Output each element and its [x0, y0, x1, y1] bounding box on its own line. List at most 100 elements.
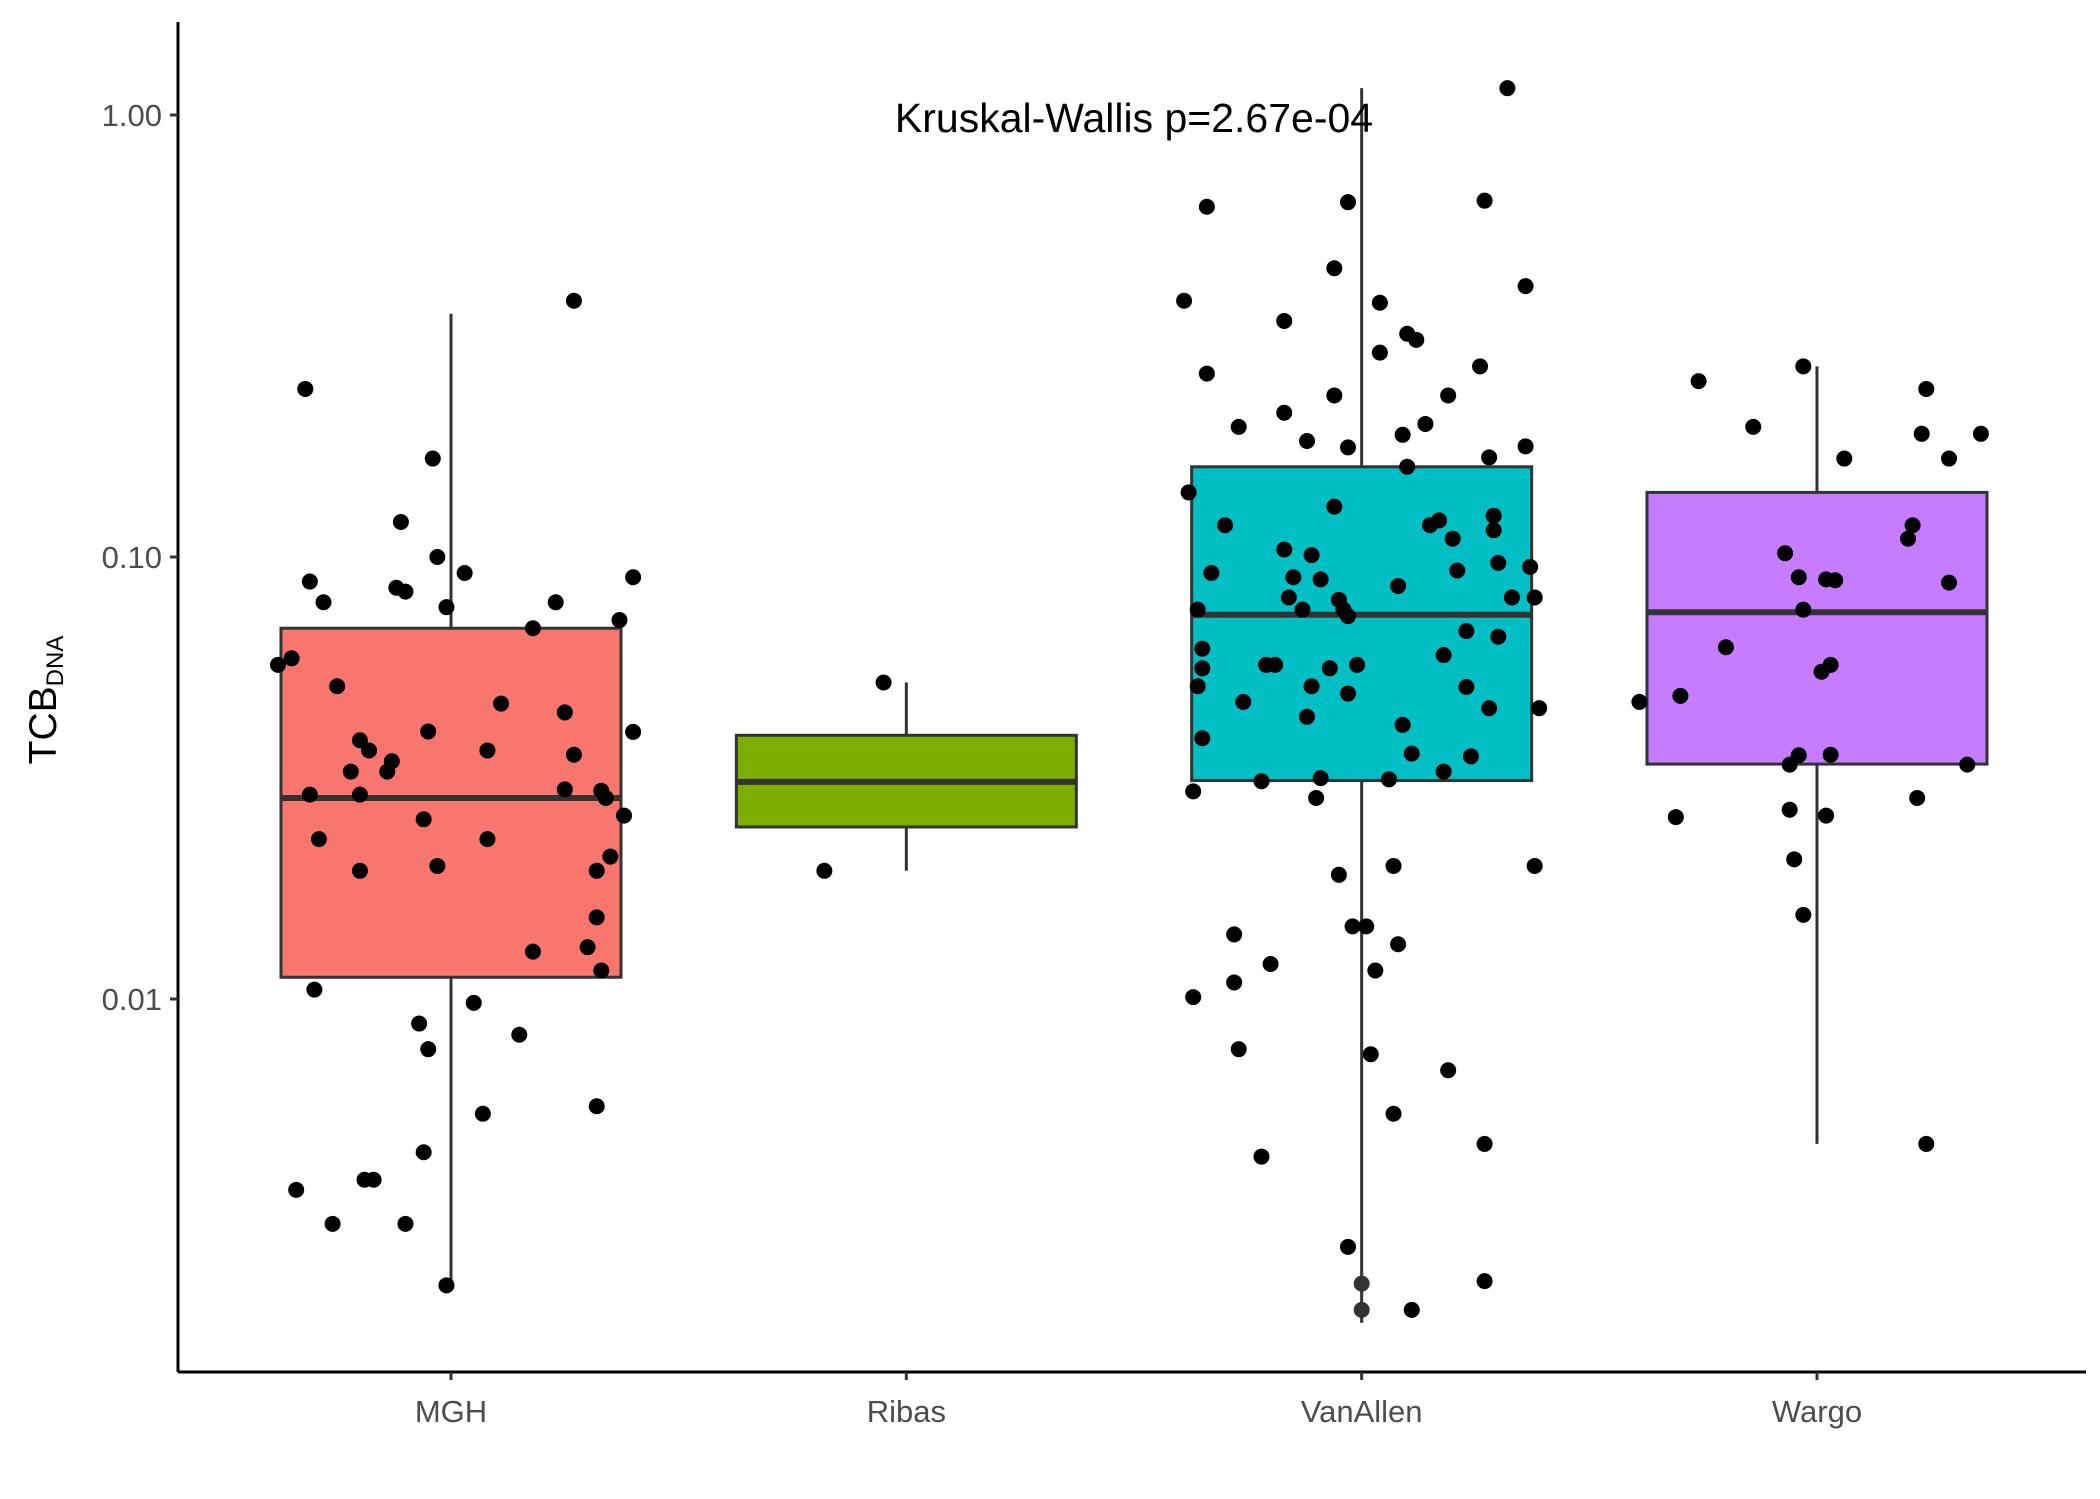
data-point-vanallen	[1481, 700, 1498, 717]
box-body-wargo	[1645, 490, 1989, 766]
data-point-mgh	[438, 599, 455, 616]
data-point-mgh	[479, 831, 496, 848]
y-axis-title-subscript: DNA	[42, 636, 69, 687]
data-point-vanallen	[1481, 449, 1498, 466]
data-point-vanallen	[1226, 926, 1243, 943]
y-axis-title: TCBDNA	[22, 636, 69, 765]
data-point-wargo	[1972, 425, 1989, 442]
data-point-mgh	[479, 742, 496, 759]
data-point-wargo	[1836, 450, 1853, 467]
data-point-vanallen	[1189, 601, 1206, 618]
data-point-vanallen	[1344, 918, 1361, 935]
data-point-mgh	[310, 831, 327, 848]
data-point-vanallen	[1476, 192, 1493, 209]
box-body-vanallen	[1190, 465, 1534, 783]
data-point-vanallen	[1367, 962, 1384, 979]
data-point-vanallen	[1267, 656, 1284, 673]
data-point-mgh	[474, 1105, 491, 1122]
data-point-vanallen	[1326, 260, 1343, 277]
data-point-vanallen	[1285, 569, 1302, 586]
x-axis-ticks: MGH Ribas VanAllen Wargo	[415, 1372, 1862, 1429]
data-point-vanallen	[1490, 628, 1507, 645]
data-point-vanallen	[1235, 693, 1252, 710]
data-point-vanallen	[1321, 660, 1338, 677]
data-point-vanallen	[1403, 745, 1420, 762]
data-point-vanallen	[1349, 656, 1366, 673]
data-point-wargo	[1900, 530, 1917, 547]
data-point-mgh	[556, 781, 573, 798]
data-point-vanallen	[1440, 387, 1457, 404]
data-point-vanallen	[1435, 763, 1452, 780]
data-point-vanallen	[1458, 623, 1475, 640]
data-point-mgh	[351, 862, 368, 879]
data-point-vanallen	[1440, 1062, 1457, 1079]
data-point-vanallen	[1485, 507, 1502, 524]
data-point-mgh	[524, 620, 541, 637]
data-point-mgh	[602, 848, 619, 865]
box-vanallen	[1190, 88, 1534, 1323]
data-point-vanallen	[1230, 1041, 1247, 1058]
data-point-vanallen	[1408, 331, 1425, 348]
data-point-mgh	[611, 612, 628, 629]
data-point-mgh	[383, 753, 400, 770]
data-point-wargo	[1745, 418, 1762, 435]
x-tick-label-vanallen: VanAllen	[1301, 1394, 1423, 1429]
data-point-mgh	[411, 1015, 428, 1032]
data-point-wargo	[1913, 425, 1930, 442]
data-point-mgh	[565, 292, 582, 309]
data-point-vanallen	[1403, 1301, 1420, 1318]
data-point-vanallen	[1371, 294, 1388, 311]
data-point-mgh	[456, 565, 473, 582]
data-point-vanallen	[1371, 344, 1388, 361]
data-point-vanallen	[1362, 1046, 1379, 1063]
data-point-vanallen	[1503, 589, 1520, 606]
data-point-vanallen	[1276, 404, 1293, 421]
data-point-vanallen	[1435, 647, 1452, 664]
data-point-wargo	[1822, 656, 1839, 673]
data-point-wargo	[1781, 801, 1798, 818]
data-point-vanallen	[1276, 541, 1293, 558]
data-point-vanallen	[1326, 498, 1343, 515]
data-point-vanallen	[1431, 512, 1448, 529]
data-point-vanallen	[1358, 918, 1375, 935]
data-point-vanallen	[1462, 748, 1479, 765]
data-point-mgh	[283, 650, 300, 667]
data-point-mgh	[301, 573, 318, 590]
data-point-wargo	[1795, 906, 1812, 923]
data-point-mgh	[269, 656, 286, 673]
data-point-vanallen	[1312, 571, 1329, 588]
data-point-wargo	[1631, 693, 1648, 710]
y-tick-label: 0.10	[102, 540, 162, 575]
box-wargo	[1645, 366, 1989, 1144]
data-point-vanallen	[1203, 565, 1220, 582]
data-point-mgh	[365, 1171, 382, 1188]
data-point-vanallen	[1217, 517, 1234, 534]
data-point-mgh	[297, 380, 314, 397]
data-point-vanallen	[1299, 432, 1316, 449]
data-point-ribas	[816, 862, 833, 879]
kruskal-wallis-annotation: Kruskal-Wallis p=2.67e-04	[895, 95, 1373, 141]
data-point-wargo	[1667, 809, 1684, 826]
data-point-vanallen	[1308, 789, 1325, 806]
data-point-mgh	[438, 1277, 455, 1294]
data-point-vanallen	[1449, 562, 1466, 579]
data-point-mgh	[306, 981, 323, 998]
data-point-vanallen	[1340, 439, 1357, 456]
y-axis-title-main: TCB	[22, 686, 65, 764]
data-point-mgh	[324, 1215, 341, 1232]
data-point-mgh	[547, 594, 564, 611]
data-point-vanallen	[1385, 857, 1402, 874]
data-point-vanallen	[1458, 679, 1475, 696]
data-point-vanallen	[1526, 589, 1543, 606]
data-point-wargo	[1672, 687, 1689, 704]
data-point-vanallen	[1444, 530, 1461, 547]
data-point-mgh	[588, 1098, 605, 1115]
data-point-mgh	[579, 939, 596, 956]
data-point-vanallen	[1476, 1273, 1493, 1290]
data-point-wargo	[1690, 373, 1707, 390]
data-point-mgh	[429, 857, 446, 874]
data-point-mgh	[465, 994, 482, 1011]
data-point-mgh	[415, 1144, 432, 1161]
data-point-vanallen	[1472, 358, 1489, 375]
y-tick-label: 1.00	[102, 98, 162, 133]
